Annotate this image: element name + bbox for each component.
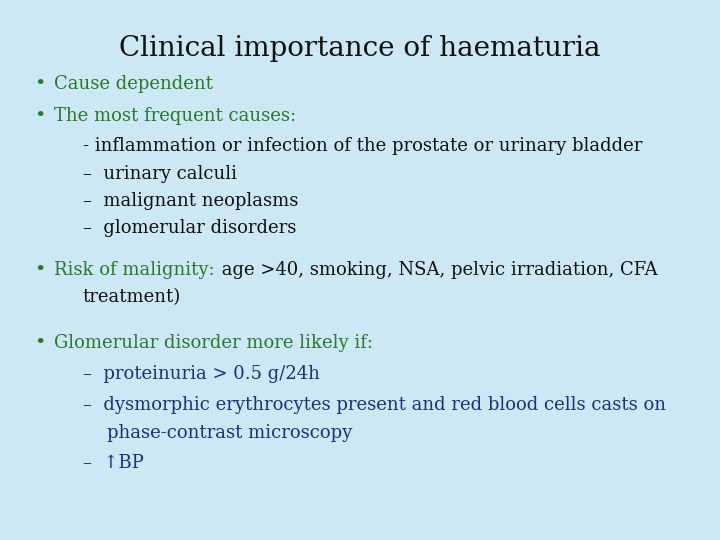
Text: phase-contrast microscopy: phase-contrast microscopy xyxy=(107,424,352,442)
Text: The most frequent causes:: The most frequent causes: xyxy=(54,107,296,125)
Text: •: • xyxy=(34,107,45,125)
Text: - inflammation or infection of the prostate or urinary bladder: - inflammation or infection of the prost… xyxy=(83,137,642,155)
Text: –  proteinuria > 0.5 g/24h: – proteinuria > 0.5 g/24h xyxy=(83,364,320,383)
Text: –  ↑BP: – ↑BP xyxy=(83,454,143,472)
Text: Risk of malignity:: Risk of malignity: xyxy=(54,261,215,279)
Text: treatment): treatment) xyxy=(83,288,181,306)
Text: –  urinary calculi: – urinary calculi xyxy=(83,165,237,183)
Text: Clinical importance of haematuria: Clinical importance of haematuria xyxy=(120,35,600,62)
Text: •: • xyxy=(34,261,45,279)
Text: Cause dependent: Cause dependent xyxy=(54,75,213,93)
Text: –  malignant neoplasms: – malignant neoplasms xyxy=(83,192,298,210)
Text: Glomerular disorder more likely if:: Glomerular disorder more likely if: xyxy=(54,334,373,352)
Text: –  glomerular disorders: – glomerular disorders xyxy=(83,219,296,237)
Text: •: • xyxy=(34,75,45,93)
Text: •: • xyxy=(34,334,45,352)
Text: age >40, smoking, NSA, pelvic irradiation, CFA: age >40, smoking, NSA, pelvic irradiatio… xyxy=(216,261,657,279)
Text: –  dysmorphic erythrocytes present and red blood cells casts on: – dysmorphic erythrocytes present and re… xyxy=(83,396,666,414)
